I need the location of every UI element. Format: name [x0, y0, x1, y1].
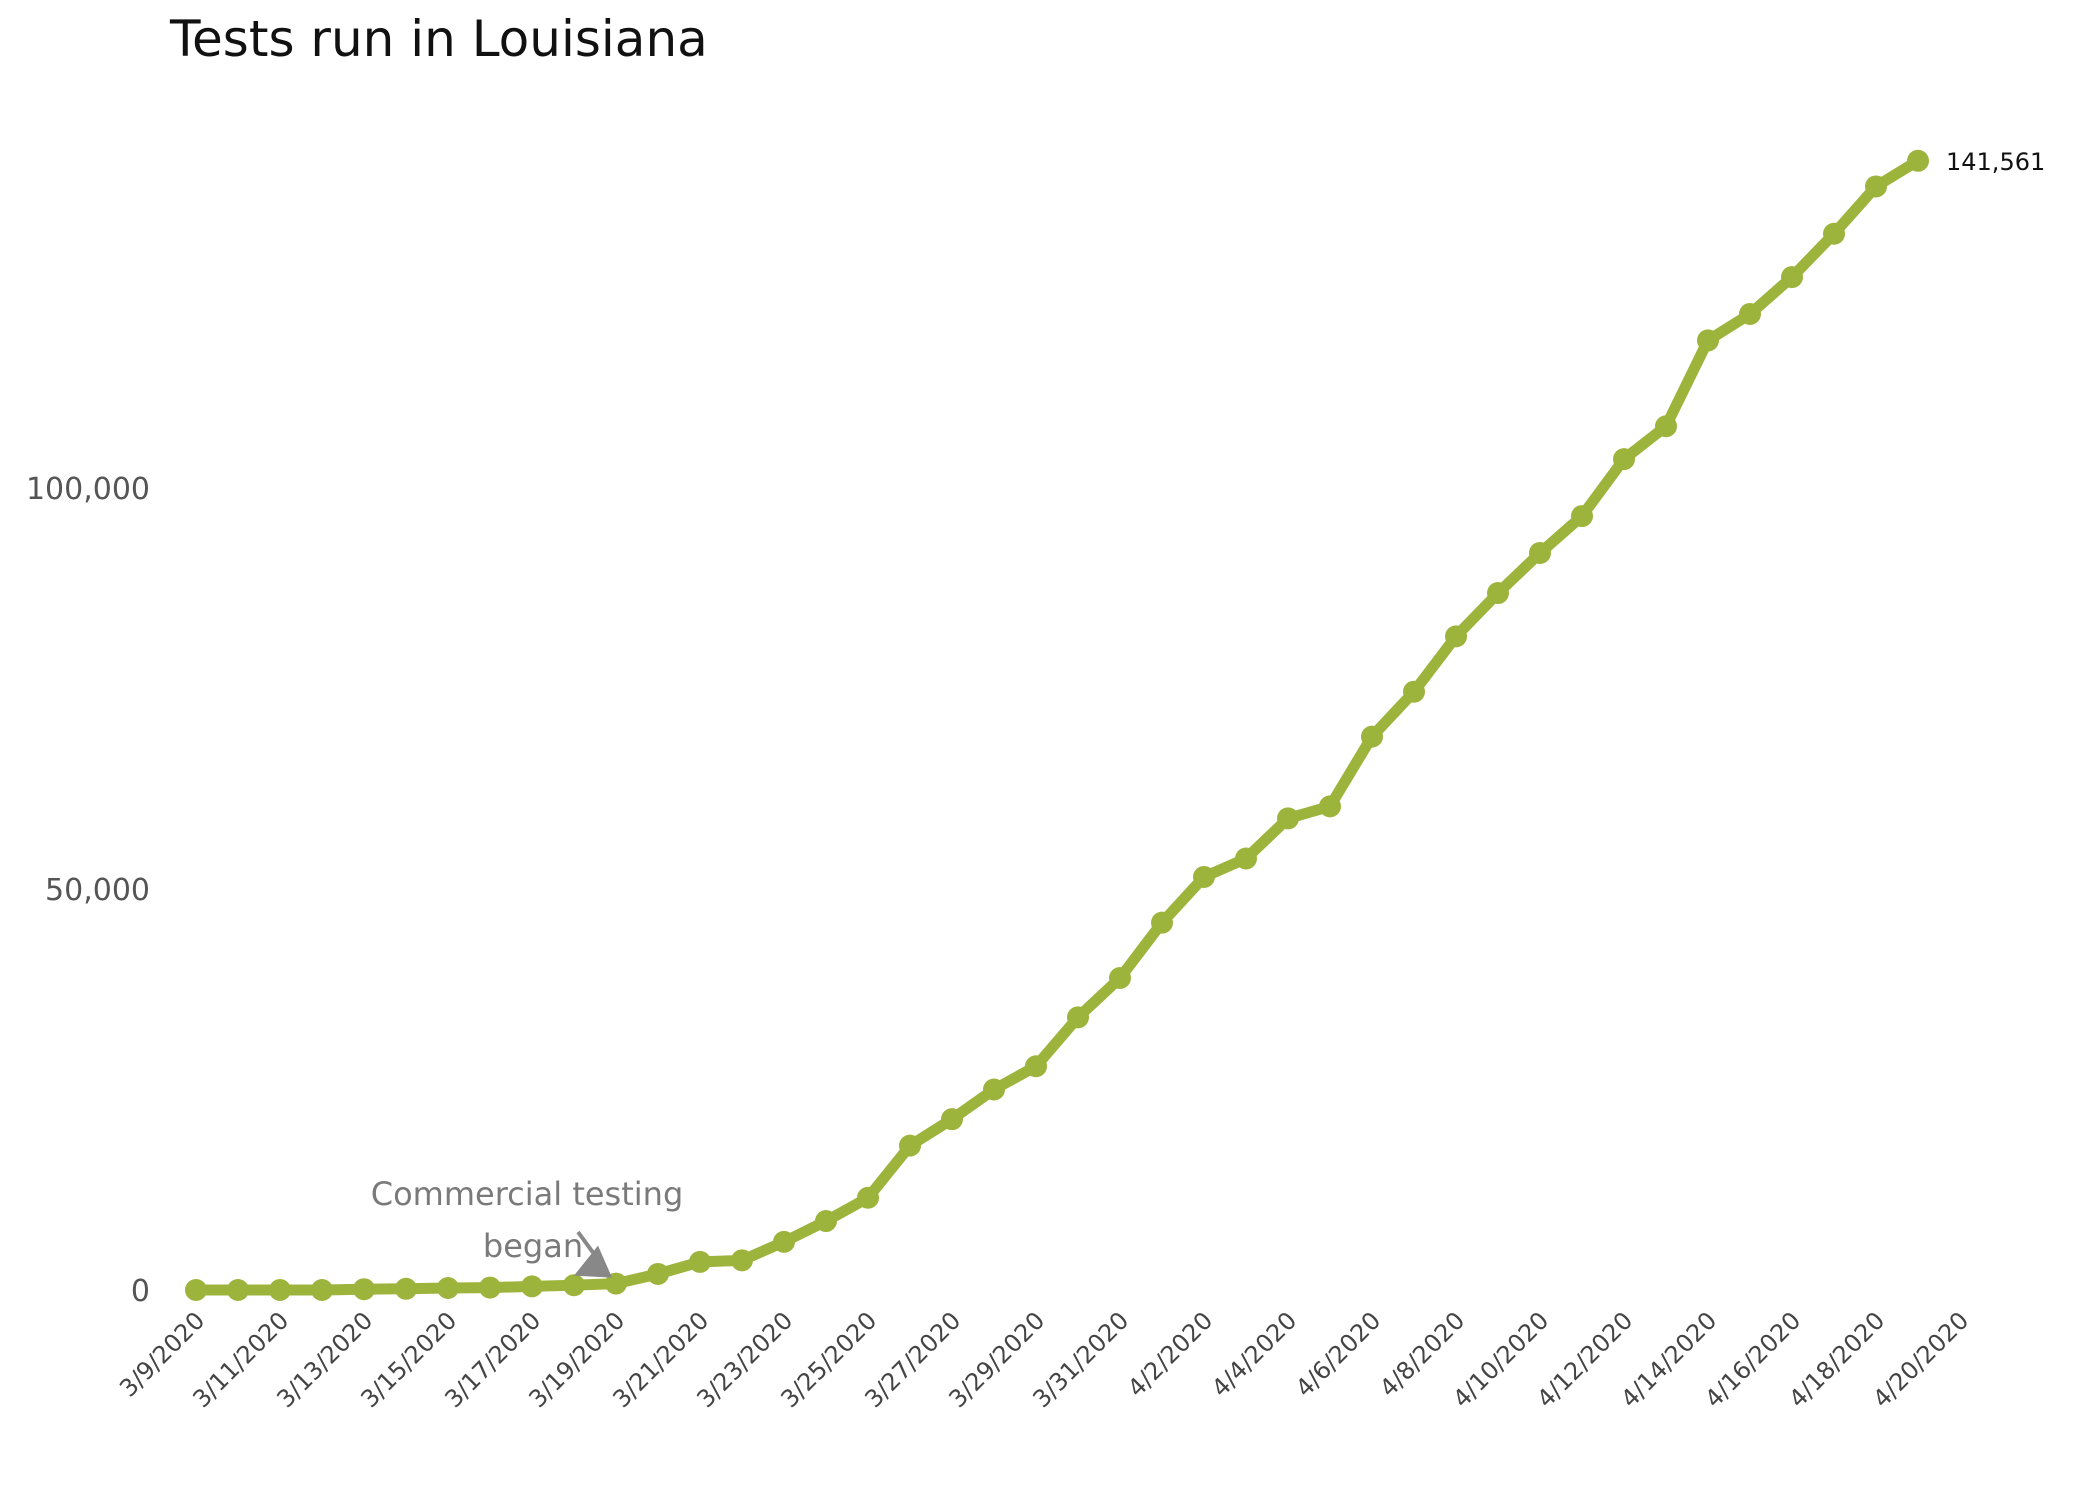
data-point: 4/9/2020: 86900: [1487, 582, 1509, 605]
data-point: 4/4/2020: 58800: [1277, 807, 1299, 830]
data-point: 3/22/2020: 3700: [731, 1249, 753, 1272]
data-point: 3/19/2020: 800: [605, 1272, 627, 1295]
data-point: 4/6/2020: 69000: [1361, 725, 1383, 748]
data-point: 3/15/2020: 250: [437, 1276, 459, 1299]
data-point: 3/24/2020: 8600: [815, 1210, 837, 1233]
data-point: 4/8/2020: 81500: [1445, 625, 1467, 648]
y-tick-label: 50,000: [45, 873, 150, 908]
data-point: 3/10/2020: 0: [227, 1279, 249, 1301]
series-line: [190, 155, 1924, 1296]
data-point: 3/27/2020: 21300: [941, 1108, 963, 1131]
data-point: 4/16/2020: 126300: [1781, 266, 1803, 289]
annotation-line-2: began: [483, 1227, 583, 1265]
data-point: 3/23/2020: 6000: [773, 1230, 795, 1253]
data-point: 3/14/2020: 150: [395, 1277, 417, 1300]
y-axis-ticks: 0 50,000 100,000: [26, 472, 150, 1309]
data-point: 4/15/2020: 121700: [1739, 302, 1761, 325]
data-point: 3/21/2020: 3500: [689, 1250, 711, 1273]
data-point: 4/14/2020: 118400: [1697, 329, 1719, 352]
data-point: 4/12/2020: 103600: [1613, 448, 1635, 471]
data-point: 4/10/2020: 91900: [1529, 541, 1551, 564]
data-point: 3/13/2020: 100: [353, 1278, 375, 1301]
data-point: 4/1/2020: 45800: [1151, 911, 1173, 934]
data-point: 3/28/2020: 25000: [983, 1078, 1005, 1101]
data-point: 4/13/2020: 107700: [1655, 415, 1677, 438]
x-tick-label: 4/6/2020: [1290, 1306, 1386, 1402]
y-tick-label: 100,000: [26, 472, 150, 507]
data-point: 3/12/2020: 0: [311, 1279, 333, 1301]
data-point: 3/9/2020: 0: [185, 1279, 207, 1301]
data-point: 3/29/2020: 27900: [1025, 1055, 1047, 1078]
data-point: 3/31/2020: 38900: [1109, 967, 1131, 990]
x-tick-label: 4/2/2020: [1122, 1306, 1218, 1402]
data-point: 3/25/2020: 11500: [857, 1186, 879, 1209]
data-point: 4/7/2020: 74600: [1403, 680, 1425, 703]
annotation-line-1: Commercial testing: [371, 1175, 684, 1213]
data-point: 4/19/2020: 140800: [1907, 149, 1929, 172]
data-point: 4/5/2020: 60300: [1319, 795, 1341, 818]
data-point: 3/11/2020: 0: [269, 1279, 291, 1301]
data-point: 3/16/2020: 300: [479, 1276, 501, 1299]
data-point: 4/3/2020: 53800: [1235, 847, 1257, 870]
data-point: 3/30/2020: 34000: [1067, 1006, 1089, 1029]
x-axis-ticks: 3/9/20203/11/20203/13/20203/15/20203/17/…: [114, 1306, 1974, 1413]
annotation-arrow-head: [574, 1245, 612, 1278]
data-point: 4/18/2020: 137600: [1865, 175, 1887, 198]
data-point: 4/17/2020: 131700: [1823, 222, 1845, 245]
data-point: 4/11/2020: 96500: [1571, 505, 1593, 528]
series-group: 3/9/2020: 0 3/10/2020: 0 3/11/2020: 0 3/12/…: [185, 149, 1929, 1301]
annotation-group: Commercial testing began: [371, 1175, 684, 1278]
end-value-label: 141,561: [1946, 148, 2045, 176]
data-point: 3/18/2020: 600: [563, 1274, 585, 1297]
x-tick-label: 4/4/2020: [1206, 1306, 1302, 1402]
y-tick-label: 0: [131, 1274, 150, 1309]
data-point: 3/20/2020: 2000: [647, 1262, 669, 1285]
data-point: 3/17/2020: 450: [521, 1275, 543, 1298]
data-point: 4/2/2020: 51500: [1193, 865, 1215, 888]
chart-title: Tests run in Louisiana: [170, 10, 708, 68]
data-point: 3/26/2020: 18000: [899, 1134, 921, 1157]
